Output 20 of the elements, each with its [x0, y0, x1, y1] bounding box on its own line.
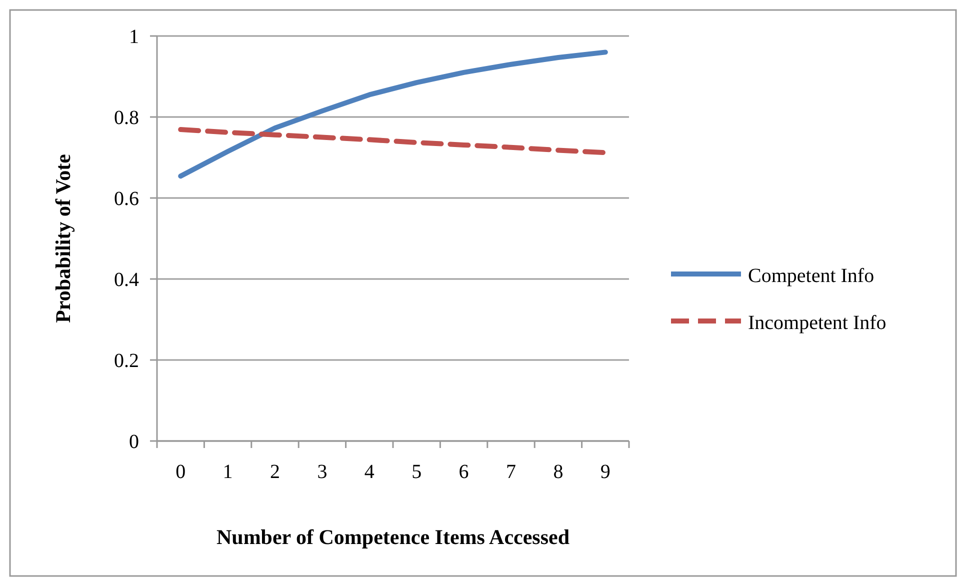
x-tick-label: 1 [222, 461, 233, 483]
x-tick-label: 2 [270, 461, 280, 483]
y-tick-label: 0 [129, 431, 139, 453]
x-tick-label: 4 [364, 461, 374, 483]
y-axis-title: Probability of Vote [51, 154, 75, 323]
x-tick-label: 0 [176, 461, 186, 483]
y-tick-label: 0.2 [114, 350, 139, 372]
x-tick-label: 9 [600, 461, 610, 483]
legend-label: Competent Info [748, 265, 874, 287]
y-tick-label: 0.8 [114, 107, 139, 129]
x-tick-label: 7 [506, 461, 516, 483]
y-tick-label: 0.4 [114, 269, 139, 291]
x-tick-label: 5 [412, 461, 422, 483]
y-tick-label: 0.6 [114, 188, 139, 210]
y-tick-label: 1 [129, 26, 139, 48]
x-axis-title: Number of Competence Items Accessed [216, 525, 570, 549]
x-tick-label: 3 [317, 461, 328, 483]
x-tick-label: 8 [553, 461, 564, 483]
legend-label: Incompetent Info [748, 312, 886, 334]
x-tick-label: 6 [458, 461, 469, 483]
